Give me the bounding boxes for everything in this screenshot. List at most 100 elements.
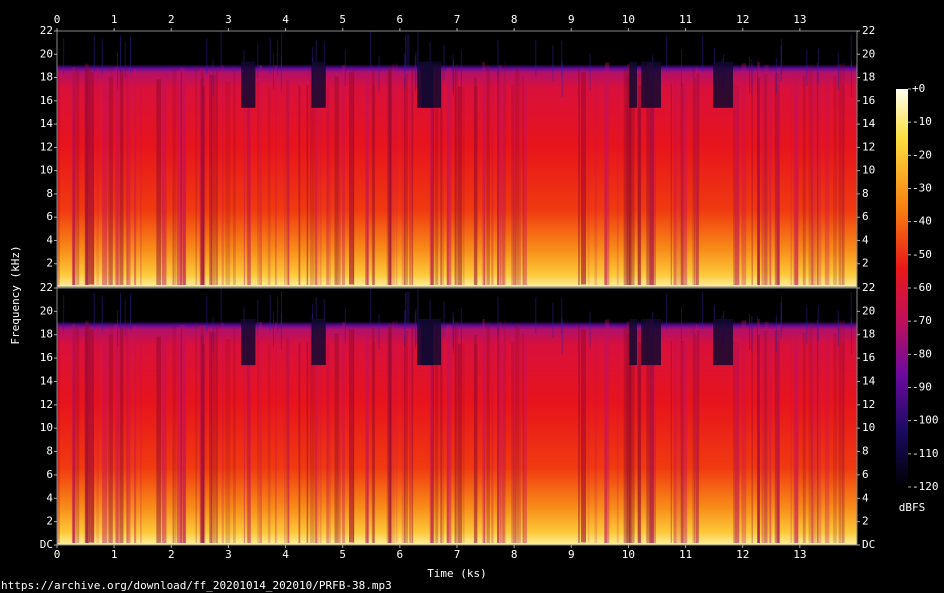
- spectrogram-texture: [315, 40, 317, 76]
- y-tick-label: 8: [862, 445, 869, 458]
- y-tick-label: 12: [40, 398, 53, 411]
- spectrogram-texture: [405, 35, 407, 72]
- spectrogram-texture: [623, 69, 628, 285]
- spectrogram-texture: [452, 54, 454, 91]
- spectrogram-texture: [442, 81, 444, 285]
- y-tick-label: 16: [40, 94, 53, 107]
- spectrogram-texture: [666, 293, 668, 330]
- spectrogram-texture: [649, 62, 654, 285]
- spectrogram-texture: [257, 82, 259, 286]
- spectrogram-texture: [326, 83, 331, 285]
- spectrogram-texture: [604, 62, 610, 285]
- spectrogram-texture: [401, 333, 405, 543]
- spectrogram-texture: [500, 342, 502, 543]
- spectrogram-texture: [281, 290, 283, 327]
- spectrogram-texture: [811, 79, 817, 285]
- spectrogram-texture: [734, 84, 740, 286]
- colorbar-tick-label: -40: [912, 215, 932, 228]
- colorbar-tick-label: -120: [912, 480, 939, 493]
- spectrogram-texture: [552, 302, 554, 339]
- spectrogram-texture: [339, 75, 341, 286]
- spectrogram-texture: [774, 330, 780, 543]
- spectrogram-texture: [211, 75, 216, 285]
- spectrogram-texture: [806, 50, 808, 87]
- y-tick-label: 16: [862, 351, 875, 364]
- spectrogram-texture: [126, 80, 130, 285]
- spectrogram-texture: [808, 66, 813, 285]
- spectrogram-texture: [694, 77, 697, 285]
- spectrogram-texture: [683, 83, 688, 286]
- spectrogram-texture: [497, 66, 500, 285]
- spectrogram-texture: [522, 76, 524, 285]
- spectrogram-texture: [406, 34, 408, 71]
- spectrogram-texture: [535, 297, 537, 334]
- spectrogram-texture: [429, 299, 431, 336]
- spectrogram-texture: [93, 292, 95, 329]
- spectrogram-texture: [763, 330, 768, 543]
- spectrogram-texture: [405, 73, 408, 285]
- spectrogram-texture: [370, 31, 372, 67]
- spectrogram-texture: [515, 66, 520, 285]
- spectrogram-texture: [119, 327, 121, 543]
- spectrogram-texture: [837, 53, 839, 90]
- spectrogram-texture: [126, 67, 128, 285]
- spectrogram-texture: [625, 333, 630, 543]
- spectrogram-texture: [653, 83, 657, 285]
- spectrogram-texture: [371, 70, 375, 286]
- spectrogram-texture: [455, 64, 459, 286]
- spectrogram-texture: [366, 333, 369, 543]
- spectrogram-texture: [117, 53, 119, 89]
- spectrogram-texture: [161, 334, 167, 543]
- spectrogram-texture: [646, 319, 650, 543]
- x-tick-label: 4: [282, 548, 289, 561]
- x-tick-label: 1: [111, 548, 118, 561]
- spectrogram-texture: [776, 328, 780, 543]
- spectrogram-texture: [372, 85, 376, 286]
- colorbar-tick-label: -20: [912, 148, 932, 161]
- spectrogram-texture: [272, 54, 274, 90]
- spectrogram-texture: [206, 295, 208, 332]
- spectrogram-texture: [641, 61, 661, 108]
- x-tick-label: 8: [511, 548, 518, 561]
- y-tick-label: 14: [40, 117, 54, 130]
- spectrogram-texture: [429, 324, 433, 543]
- spectrogram-texture: [781, 38, 783, 75]
- spectrogram-texture: [102, 341, 108, 543]
- spectrogram-texture: [561, 318, 563, 355]
- colorbar-tick-label: +0: [912, 82, 925, 95]
- spectrogram-texture: [462, 86, 465, 286]
- spectrogram-texture: [578, 325, 580, 543]
- y-tick-label: 14: [862, 117, 876, 130]
- colorbar-tick-label: -30: [912, 182, 932, 195]
- spectrogram-texture: [501, 338, 505, 543]
- x-tick-label: 9: [568, 548, 575, 561]
- spectrogram-texture: [172, 86, 175, 285]
- y-tick-label: 12: [862, 398, 875, 411]
- spectrogram-texture: [757, 339, 760, 543]
- spectrogram-texture: [670, 83, 672, 285]
- y-tick-label: DC: [862, 538, 875, 551]
- spectrogram-texture: [72, 324, 75, 543]
- spectrogram-texture: [816, 62, 819, 285]
- spectrogram-texture: [326, 341, 331, 543]
- spectrogram-texture: [241, 318, 256, 366]
- colorbar: [896, 89, 908, 487]
- spectrogram-texture: [257, 339, 259, 543]
- spectrogram-texture: [696, 330, 700, 543]
- spectrogram-texture: [838, 63, 842, 285]
- spectrogram-texture: [769, 336, 772, 543]
- spectrogram-texture: [109, 325, 113, 543]
- spectrogram-texture: [446, 325, 452, 543]
- spectrogram-texture: [109, 67, 113, 285]
- spectrogram-texture: [315, 297, 317, 334]
- spectrogram-texture: [757, 316, 759, 353]
- colorbar-label: dBFS: [899, 501, 926, 514]
- spectrogram-texture: [284, 344, 286, 543]
- spectrogram-texture: [751, 315, 753, 352]
- y-tick-label: 8: [862, 187, 869, 200]
- spectrogram-texture: [680, 49, 682, 86]
- y-tick-label: 14: [40, 374, 54, 387]
- spectrogram-texture: [246, 337, 251, 543]
- spectrogram-texture: [790, 79, 792, 285]
- spectrogram-texture: [180, 324, 185, 543]
